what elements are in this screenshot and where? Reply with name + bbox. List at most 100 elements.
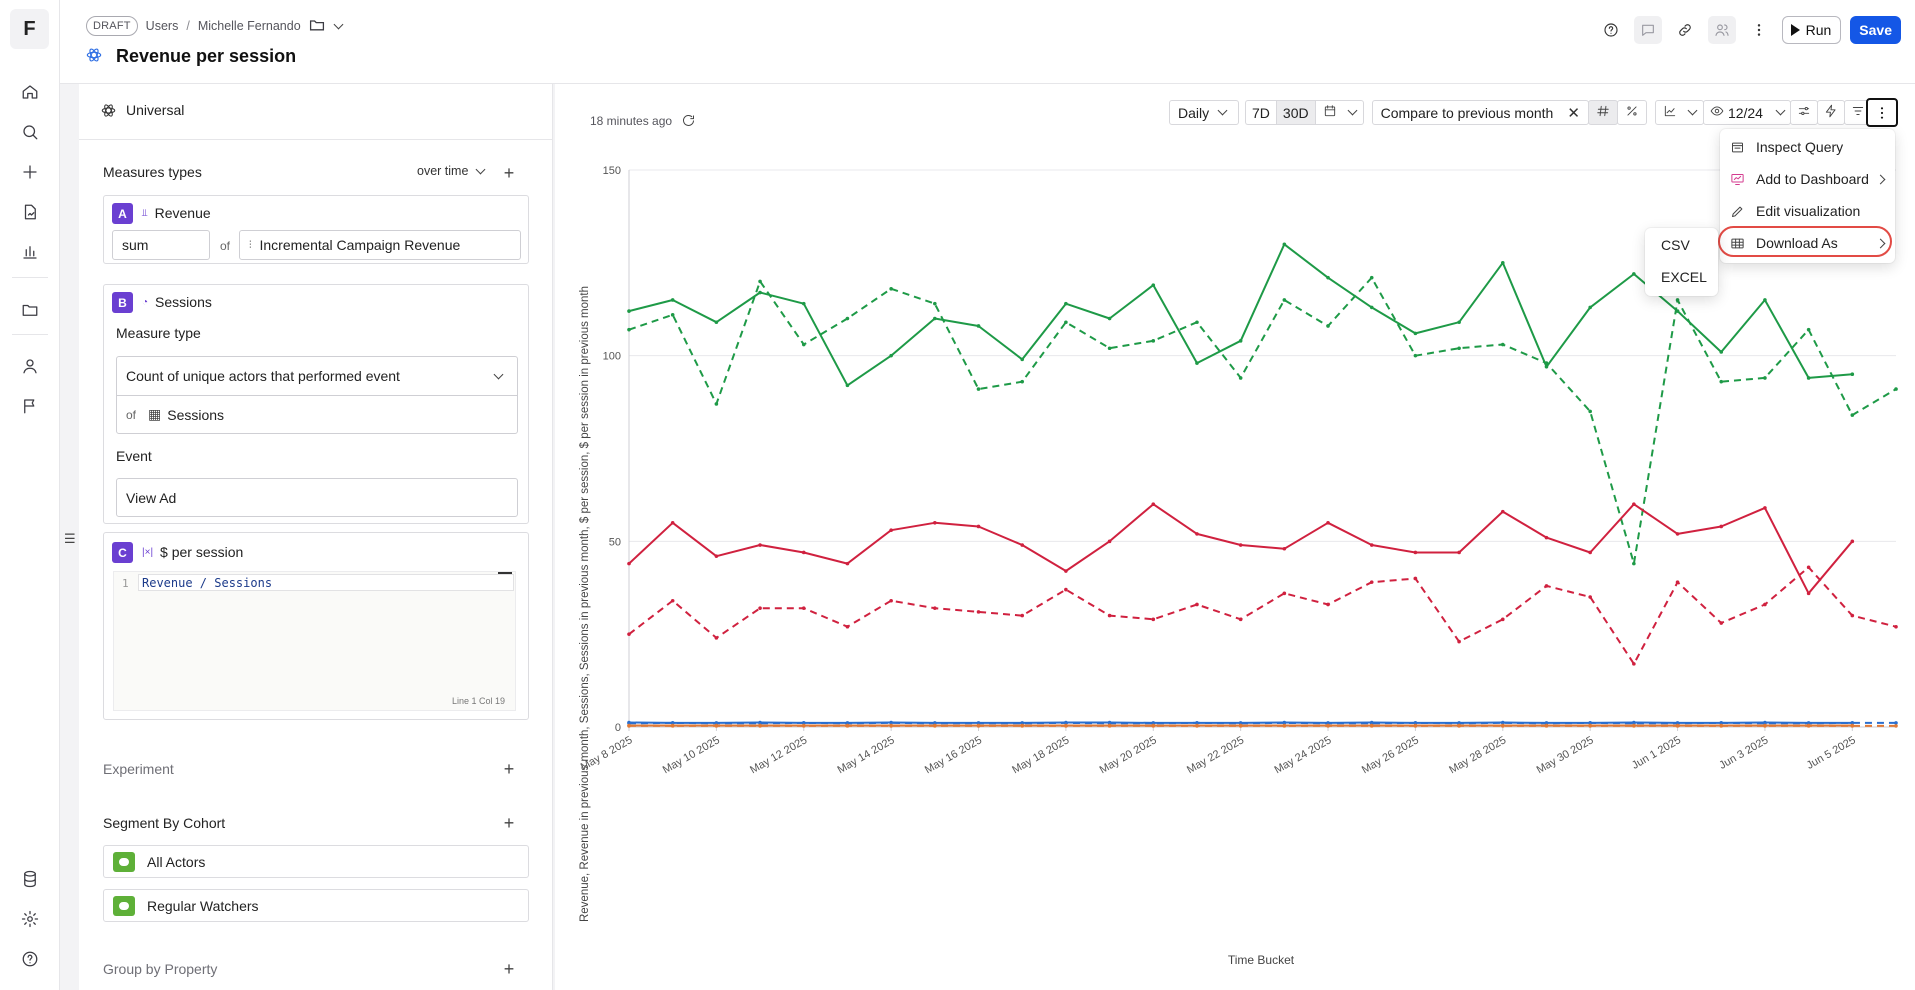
breadcrumb-owner[interactable]: Michelle Fernando (197, 19, 301, 33)
percent-icon (1625, 104, 1639, 121)
data-point (758, 724, 762, 728)
outline-list-icon[interactable]: ☰ (64, 531, 76, 546)
more-vertical-icon[interactable] (1745, 16, 1773, 44)
data-point (1632, 662, 1636, 666)
app-logo[interactable]: F (10, 9, 49, 49)
cohort-item[interactable]: Regular Watchers (103, 889, 529, 922)
page-header: DRAFT Users / Michelle Fernando Revenue … (60, 0, 1915, 84)
measure-name[interactable]: |×| $ per session (142, 544, 243, 560)
data-point (1107, 346, 1112, 351)
help-icon[interactable] (14, 943, 46, 975)
link-icon[interactable] (1671, 16, 1699, 44)
cohort-item[interactable]: All Actors (103, 845, 529, 878)
measure-name-label: Sessions (155, 294, 212, 310)
database-icon[interactable] (14, 863, 46, 895)
flag-icon[interactable] (14, 390, 46, 422)
page-title[interactable]: Revenue per session (116, 46, 297, 66)
data-point (1326, 602, 1330, 607)
range-30d-button[interactable]: 30D (1275, 100, 1316, 125)
refresh-icon[interactable] (681, 113, 696, 128)
dashboard-icon (1731, 173, 1744, 185)
measure-card-a: A ⫫ Revenue sum of ⫶ Incremental Campaign … (103, 195, 529, 264)
property-field[interactable]: ⫶ Incremental Campaign Revenue (239, 230, 521, 260)
data-point (1151, 502, 1156, 507)
data-point (1806, 724, 1811, 728)
breadcrumb: DRAFT Users / Michelle Fernando (86, 16, 344, 36)
compare-chip[interactable]: Compare to previous month ✕ (1371, 100, 1589, 125)
menu-item-download-as[interactable]: Download As (1730, 230, 1890, 256)
data-point (1850, 539, 1855, 544)
data-point (845, 316, 850, 321)
number-format-button[interactable] (1587, 100, 1618, 125)
menu-item-edit-visualization[interactable]: Edit visualization (1730, 198, 1890, 224)
chart-type-select[interactable] (1654, 100, 1704, 125)
measure-name[interactable]: ◔ Sessions (142, 294, 212, 310)
percent-button[interactable] (1616, 100, 1647, 125)
data-point (801, 606, 806, 610)
search-icon[interactable] (14, 116, 46, 148)
data-point (933, 316, 937, 321)
plus-icon[interactable] (14, 156, 46, 188)
share-users-icon[interactable] (1707, 16, 1736, 44)
measure-name[interactable]: ⫫ Revenue (142, 205, 211, 221)
chevron-down-icon[interactable] (333, 19, 344, 29)
cursor-position: Line 1 Col 19 (451, 696, 505, 706)
data-point (1326, 724, 1330, 728)
data-point (627, 309, 631, 313)
formula-editor[interactable]: 1 Revenue / Sessions Line 1 Col 19 (113, 571, 516, 711)
event-label: Event (116, 448, 152, 464)
data-point (1675, 724, 1680, 728)
interval-select[interactable]: Daily (1169, 100, 1239, 125)
breadcrumb-users[interactable]: Users (145, 19, 179, 33)
data-point (1806, 376, 1811, 380)
x-tick-label: May 20 2025 (1098, 734, 1159, 776)
save-button[interactable]: Save (1850, 16, 1901, 44)
settings-toggle-button[interactable] (1789, 100, 1818, 125)
folder-icon[interactable] (309, 18, 325, 35)
data-point (845, 724, 850, 728)
run-button[interactable]: Run (1781, 16, 1842, 44)
cohort-toggle-icon[interactable] (113, 895, 135, 916)
data-point (670, 721, 675, 725)
universal-selector[interactable]: Universal (101, 102, 184, 118)
formula-line[interactable]: Revenue / Sessions (138, 574, 514, 591)
folder-icon[interactable] (14, 294, 46, 326)
user-icon[interactable] (14, 350, 46, 382)
home-icon[interactable] (14, 76, 46, 108)
over-time-dropdown[interactable]: over time (417, 164, 486, 178)
data-point (1588, 305, 1592, 310)
add-experiment-button[interactable]: + (503, 758, 515, 779)
menu-item-add-to-dashboard[interactable]: Add to Dashboard (1730, 166, 1890, 192)
data-point (1238, 376, 1243, 380)
add-measure-button[interactable]: + (503, 162, 515, 183)
download-excel-option[interactable]: EXCEL (1661, 269, 1707, 285)
add-group-by-button[interactable]: + (503, 958, 515, 979)
data-point (1500, 509, 1505, 514)
eye-icon (1710, 104, 1724, 121)
range-7d-button[interactable]: 7D (1245, 100, 1276, 125)
add-cohort-button[interactable]: + (503, 812, 515, 833)
data-point (627, 724, 631, 728)
settings-icon[interactable] (14, 903, 46, 935)
data-point (1064, 587, 1068, 592)
aggregation-field[interactable]: sum (112, 230, 210, 260)
data-point (1894, 724, 1898, 728)
file-chart-icon[interactable] (14, 196, 46, 228)
date-picker-button[interactable] (1315, 100, 1364, 125)
comment-icon[interactable] (1633, 16, 1662, 44)
cohort-toggle-icon[interactable] (113, 851, 135, 872)
event-field[interactable]: View Ad (116, 478, 518, 517)
table-icon: ▦ (148, 406, 162, 422)
source-field[interactable]: of ▦ Sessions (116, 395, 518, 434)
close-icon[interactable]: ✕ (1567, 104, 1580, 122)
data-point (1369, 543, 1374, 547)
chart-more-button[interactable] (1866, 98, 1898, 127)
measure-type-select[interactable]: Count of unique actors that performed ev… (116, 356, 518, 396)
visible-series-select[interactable]: 12/24 (1702, 100, 1791, 125)
editor-scrollbar[interactable] (498, 572, 512, 574)
data-point (1195, 361, 1199, 365)
menu-item-inspect-query[interactable]: Inspect Query (1730, 134, 1890, 160)
chart-bars-icon[interactable] (14, 236, 46, 268)
download-csv-option[interactable]: CSV (1661, 237, 1690, 253)
help-icon[interactable] (1597, 16, 1625, 44)
